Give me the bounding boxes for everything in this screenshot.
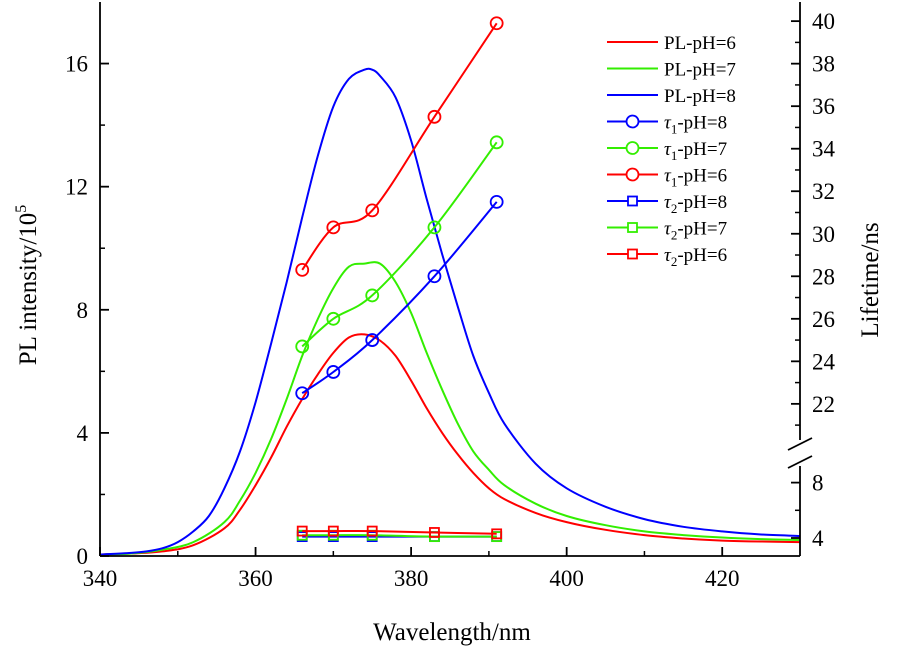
- legend-tau-symbol: τ: [664, 219, 672, 240]
- x-axis-title: Wavelength/nm: [373, 619, 531, 646]
- lifetime-point-τ1-pH=7: [427, 220, 442, 235]
- lifetime-point-τ1-pH=8: [295, 386, 310, 401]
- y-right-tick-label: 24: [812, 349, 836, 374]
- lifetime-point-τ1-pH=6: [365, 203, 380, 218]
- x-tick-label: 340: [83, 566, 118, 591]
- lifetime-point-τ1-pH=7: [295, 339, 310, 354]
- lifetime-point-τ1-pH=8: [326, 365, 341, 379]
- y-left-axis-title-exponent: 5: [13, 205, 30, 213]
- series-layer: [99, 16, 801, 556]
- legend-label-PL-pH=6: PL-pH=6: [664, 33, 736, 54]
- legend-label-τ1-pH=7: τ1-pH=7: [664, 139, 727, 163]
- y-right-tick-label: 32: [812, 179, 835, 204]
- lifetime-point-τ1-pH=7: [365, 288, 380, 303]
- y-right-axis-title: Lifetime/ns: [857, 222, 884, 337]
- legend-tau-symbol: τ: [664, 113, 672, 134]
- lifetime-point-τ2-pH=6: [491, 528, 503, 540]
- lifetime-point-τ1-pH=7: [489, 135, 504, 150]
- y-right-tick-label: 28: [812, 264, 835, 289]
- y-left-tick-label: 16: [65, 52, 88, 77]
- y-right-tick-label: 22: [812, 392, 835, 417]
- legend-marker-τ2-pH=8: [627, 195, 638, 207]
- y-right-tick-label: 34: [812, 137, 836, 162]
- x-tick-label: 360: [238, 566, 273, 591]
- y-right-tick-label: 30: [812, 222, 835, 247]
- lifetime-point-τ1-pH=8: [365, 333, 380, 347]
- lifetime-point-τ1-pH=6: [427, 109, 442, 124]
- pl-series-line-PL-pH=7: [99, 261, 801, 556]
- legend-tau-symbol: τ: [664, 139, 672, 160]
- legend-marker-τ2-pH=6: [627, 248, 638, 260]
- legend-label-PL-pH=8: PL-pH=8: [664, 86, 736, 107]
- legend-marker-τ2-pH=7: [627, 222, 638, 233]
- y-right-tick-label: 36: [812, 94, 835, 119]
- y-left-tick-label: 4: [77, 421, 89, 446]
- pl-series-line-PL-pH=8: [99, 67, 801, 556]
- y-left-tick-label: 12: [65, 175, 88, 200]
- lifetime-point-τ1-pH=6: [295, 263, 310, 277]
- legend-tau-subscript: 2: [671, 201, 678, 216]
- y-left-tick-label: 8: [77, 298, 89, 323]
- ticks-layer: 340 360 380 400 4200481216482224262830323436…: [65, 9, 836, 591]
- y-left-axis-title: PL intensity/105: [13, 205, 42, 366]
- lifetime-point-τ1-pH=6: [326, 220, 341, 235]
- legend-tau-subscript: 1: [671, 148, 678, 163]
- y-right-tick-label: 4: [812, 526, 824, 551]
- legend-tau-subscript: 1: [671, 122, 678, 137]
- legend-marker-τ1-pH=8: [625, 114, 640, 129]
- pl-series-line-PL-pH=6: [99, 333, 801, 556]
- lifetime-fit-line-τ1-pH=6: [301, 22, 498, 271]
- x-tick-label: 420: [705, 566, 740, 591]
- legend: PL-pH=6PL-pH=7PL-pH=8τ1-pH=8τ1-pH=7τ1-pH…: [607, 33, 736, 269]
- axis-break-mark: [787, 455, 813, 469]
- legend-tau-subscript: 2: [671, 228, 678, 243]
- lifetime-point-τ1-pH=8: [427, 269, 442, 284]
- lifetime-fit-line-τ1-pH=8: [301, 201, 498, 395]
- legend-label-suffix: -pH=6: [677, 245, 727, 266]
- lifetime-point-τ2-pH=6: [296, 525, 308, 537]
- y-left-axis-title-main: PL intensity/10: [15, 213, 42, 366]
- lifetime-fit-line-τ2-pH=6: [302, 529, 497, 535]
- legend-label-τ1-pH=8: τ1-pH=8: [664, 113, 727, 137]
- legend-tau-subscript: 2: [671, 254, 678, 269]
- legend-label-τ1-pH=6: τ1-pH=6: [664, 166, 727, 190]
- legend-tau-subscript: 1: [671, 175, 678, 190]
- legend-label-suffix: -pH=7: [677, 219, 727, 240]
- legend-label-τ2-pH=6: τ2-pH=6: [664, 245, 727, 269]
- y-right-tick-label: 26: [812, 307, 835, 332]
- lifetime-point-τ2-pH=6: [429, 527, 440, 538]
- x-tick-label: 380: [394, 566, 429, 591]
- legend-label-PL-pH=7: PL-pH=7: [664, 60, 736, 81]
- y-right-tick-label: 38: [812, 52, 835, 77]
- legend-label-suffix: -pH=7: [677, 139, 727, 160]
- legend-label-suffix: -pH=8: [677, 113, 727, 134]
- axes-layer: [99, 2, 813, 557]
- legend-marker-τ1-pH=6: [625, 167, 640, 182]
- y-right-tick-label: 8: [812, 471, 824, 496]
- y-left-tick-label: 0: [77, 544, 89, 569]
- lifetime-point-τ1-pH=8: [489, 194, 504, 209]
- legend-marker-τ1-pH=7: [625, 141, 640, 155]
- lifetime-point-τ1-pH=7: [326, 311, 341, 326]
- lifetime-fit-line-τ1-pH=7: [301, 141, 498, 348]
- legend-tau-symbol: τ: [664, 192, 672, 213]
- lifetime-point-τ1-pH=6: [489, 16, 504, 31]
- y-right-tick-label: 40: [812, 9, 835, 34]
- legend-label-τ2-pH=8: τ2-pH=8: [664, 192, 727, 216]
- lifetime-point-τ2-pH=6: [327, 525, 339, 537]
- legend-label-τ2-pH=7: τ2-pH=7: [664, 219, 727, 243]
- lifetime-point-τ2-pH=6: [366, 525, 378, 537]
- legend-label-suffix: -pH=6: [677, 166, 727, 187]
- legend-label-suffix: -pH=8: [677, 192, 727, 213]
- legend-tau-symbol: τ: [664, 166, 672, 187]
- axis-break-mark: [787, 437, 813, 451]
- x-tick-label: 400: [549, 566, 584, 591]
- legend-tau-symbol: τ: [664, 245, 672, 266]
